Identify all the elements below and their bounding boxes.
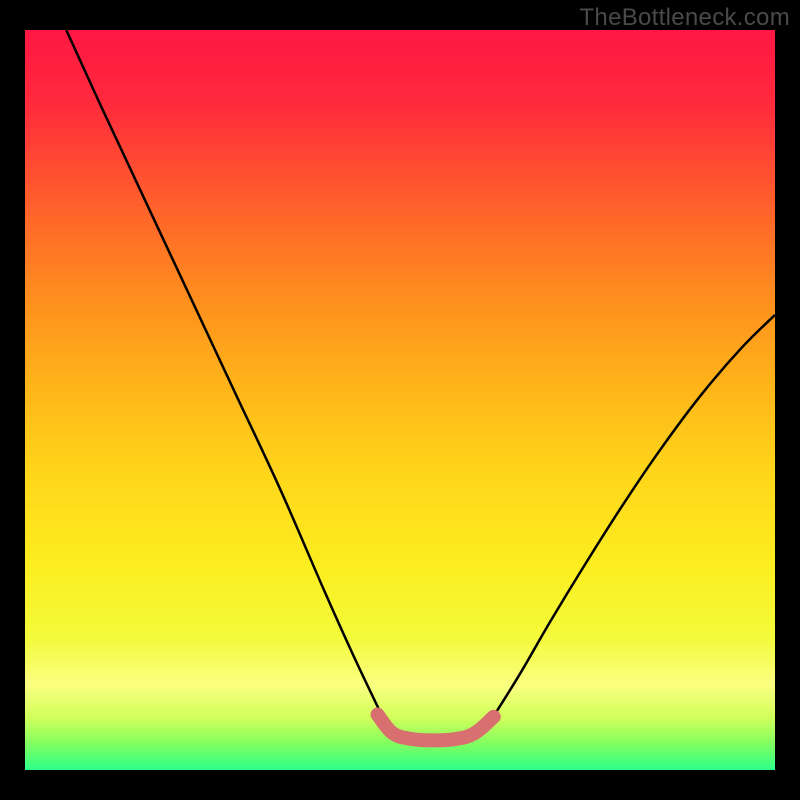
bottleneck-curve (25, 30, 775, 770)
valley-highlight (378, 715, 494, 741)
curve-left (66, 30, 385, 722)
plot-area (25, 30, 775, 770)
watermark-text: TheBottleneck.com (579, 4, 790, 32)
curve-right (490, 315, 775, 722)
